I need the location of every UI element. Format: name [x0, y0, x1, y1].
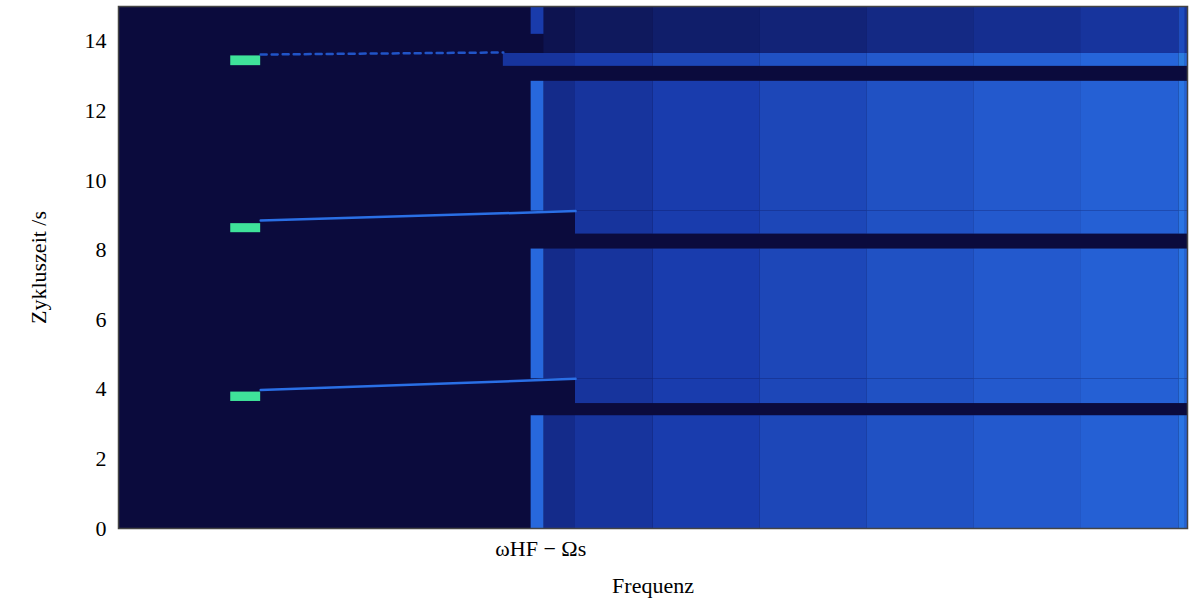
- svg-text:6: 6: [96, 307, 107, 332]
- svg-text:4: 4: [96, 376, 107, 401]
- svg-text:14: 14: [85, 28, 107, 53]
- svg-text:0: 0: [96, 516, 107, 541]
- svg-text:Zykluszeit /s: Zykluszeit /s: [26, 211, 51, 324]
- svg-text:ωHF − Ωs: ωHF − Ωs: [495, 536, 586, 561]
- svg-text:Frequenz: Frequenz: [612, 573, 694, 598]
- svg-text:8: 8: [96, 237, 107, 262]
- svg-text:12: 12: [85, 98, 107, 123]
- svg-text:2: 2: [96, 446, 107, 471]
- svg-text:10: 10: [85, 168, 107, 193]
